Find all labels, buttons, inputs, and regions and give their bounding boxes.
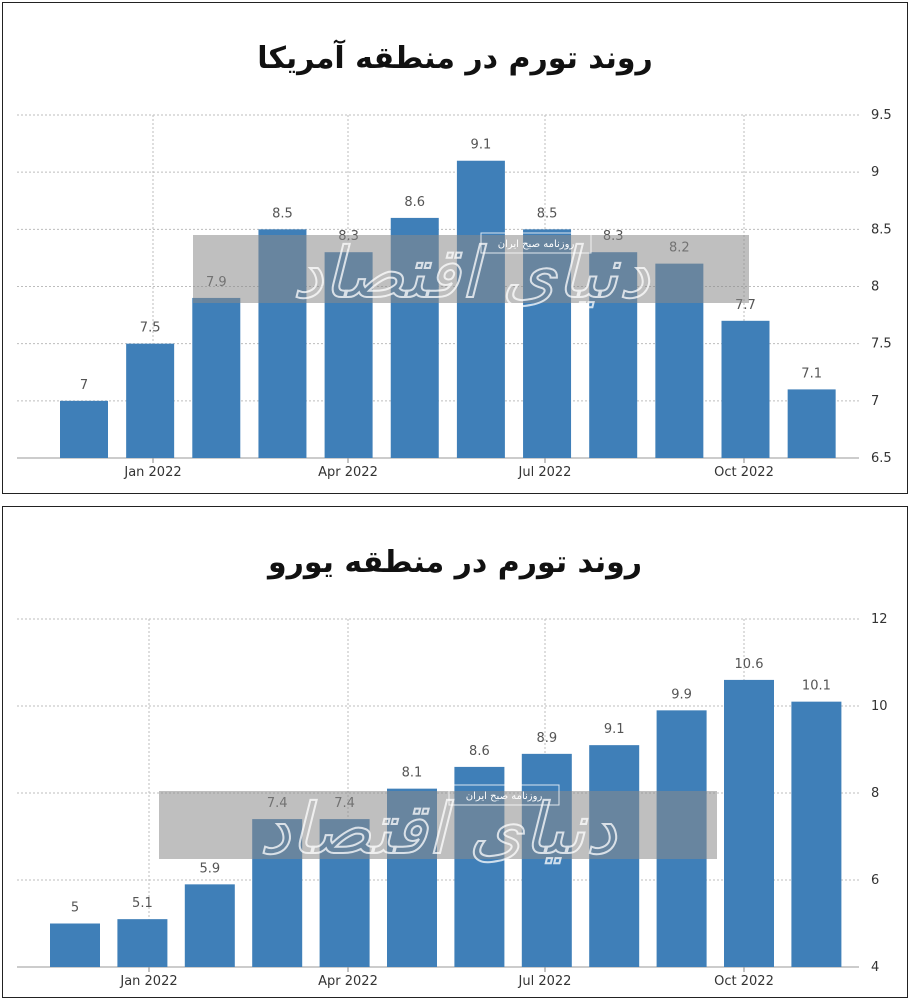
bar-value-label: 5.1 <box>132 896 153 911</box>
us-inflation-chart: 6.5 7 7.5 8 8.5 9 9.5 Jan 2022 Apr 2022 Jul 2022 O… <box>17 108 892 480</box>
bar-value-label: 9.1 <box>471 138 492 153</box>
x-tick-label: Jul 2022 <box>518 465 572 480</box>
watermark-band <box>159 791 717 859</box>
bar-value-label: 8.1 <box>402 766 423 781</box>
chart-title: روند تورم در منطقه آمریکا <box>257 41 653 76</box>
watermark-tag-box <box>480 232 592 254</box>
x-tick-label: Jan 2022 <box>123 465 181 480</box>
chart-title: روند تورم در منطقه یورو <box>267 545 643 580</box>
bar-oct-2022 <box>724 679 774 967</box>
bar-value-label: 8.6 <box>404 195 425 210</box>
y-tick-label: 8.5 <box>871 222 892 237</box>
bar-value-label: 7 <box>80 378 88 393</box>
bar-nov-2022 <box>791 701 842 967</box>
y-tick-label: 7 <box>871 394 879 409</box>
y-tick-label: 4 <box>871 960 879 975</box>
y-tick-label: 6.5 <box>871 451 892 466</box>
bar-feb-2022 <box>184 884 235 967</box>
bar-dec-2021 <box>60 400 108 458</box>
bar-value-label: 10.1 <box>802 679 831 694</box>
bar-jul-2022 <box>521 753 572 967</box>
watermark-tag: روزنامه صبح ایران <box>498 239 575 250</box>
y-tick-label: 8 <box>871 280 879 295</box>
bar-oct-2022 <box>721 320 770 458</box>
x-tick-label: Jul 2022 <box>518 974 572 989</box>
bar-value-label: 8.5 <box>272 206 293 221</box>
watermark-logo: دنیای اقتصاد <box>259 788 617 870</box>
x-tick-label: Oct 2022 <box>714 974 774 989</box>
bar-value-label: 5 <box>71 901 79 916</box>
euro-inflation-panel: روند تورم در منطقه یورو 4 6 8 10 12 Jan 2022 A… <box>2 506 908 998</box>
y-tick-label: 9.5 <box>871 108 892 123</box>
y-tick-label: 8 <box>871 786 879 801</box>
bar-value-label: 5.9 <box>199 861 220 876</box>
watermark-logo: دنیای اقتصاد <box>292 232 650 314</box>
x-tick-label: Jan 2022 <box>119 974 177 989</box>
bar-value-label: 8.5 <box>537 206 558 221</box>
bar-value-label: 9.1 <box>604 722 625 737</box>
bar-jan-2022 <box>126 343 175 458</box>
bar-jan-2022 <box>117 919 168 967</box>
bar-jun-2022 <box>456 160 505 458</box>
y-tick-label: 12 <box>871 612 888 627</box>
bar-value-label: 10.6 <box>735 657 764 672</box>
watermark-band <box>193 235 749 303</box>
y-tick-label: 10 <box>871 699 888 714</box>
x-tick-label: Apr 2022 <box>318 974 378 989</box>
bar-value-label: 8.6 <box>469 744 490 759</box>
x-tick-label: Apr 2022 <box>318 465 378 480</box>
watermark-tag: روزنامه صبح ایران <box>466 791 543 802</box>
bar-dec-2021 <box>50 923 100 967</box>
bar-value-label: 7.5 <box>140 321 161 336</box>
x-tick-label: Oct 2022 <box>714 465 774 480</box>
bar-feb-2022 <box>192 297 241 458</box>
us-inflation-panel: روند تورم در منطقه آمریکا 6.5 7 7.5 8 8.5 9 9.… <box>2 2 908 494</box>
y-tick-label: 9 <box>871 165 879 180</box>
bar-value-label: 8.9 <box>536 731 557 746</box>
bar-value-label: 9.9 <box>671 687 692 702</box>
y-tick-label: 6 <box>871 873 879 888</box>
y-tick-label: 7.5 <box>871 337 892 352</box>
watermark-tag-box <box>448 784 560 806</box>
bar-value-label: 7.1 <box>801 366 822 381</box>
bar-nov-2022 <box>787 389 836 458</box>
euro-inflation-chart: 4 6 8 10 12 Jan 2022 Apr 2022 Jul 2022 Oct 2022 5… <box>17 612 888 989</box>
